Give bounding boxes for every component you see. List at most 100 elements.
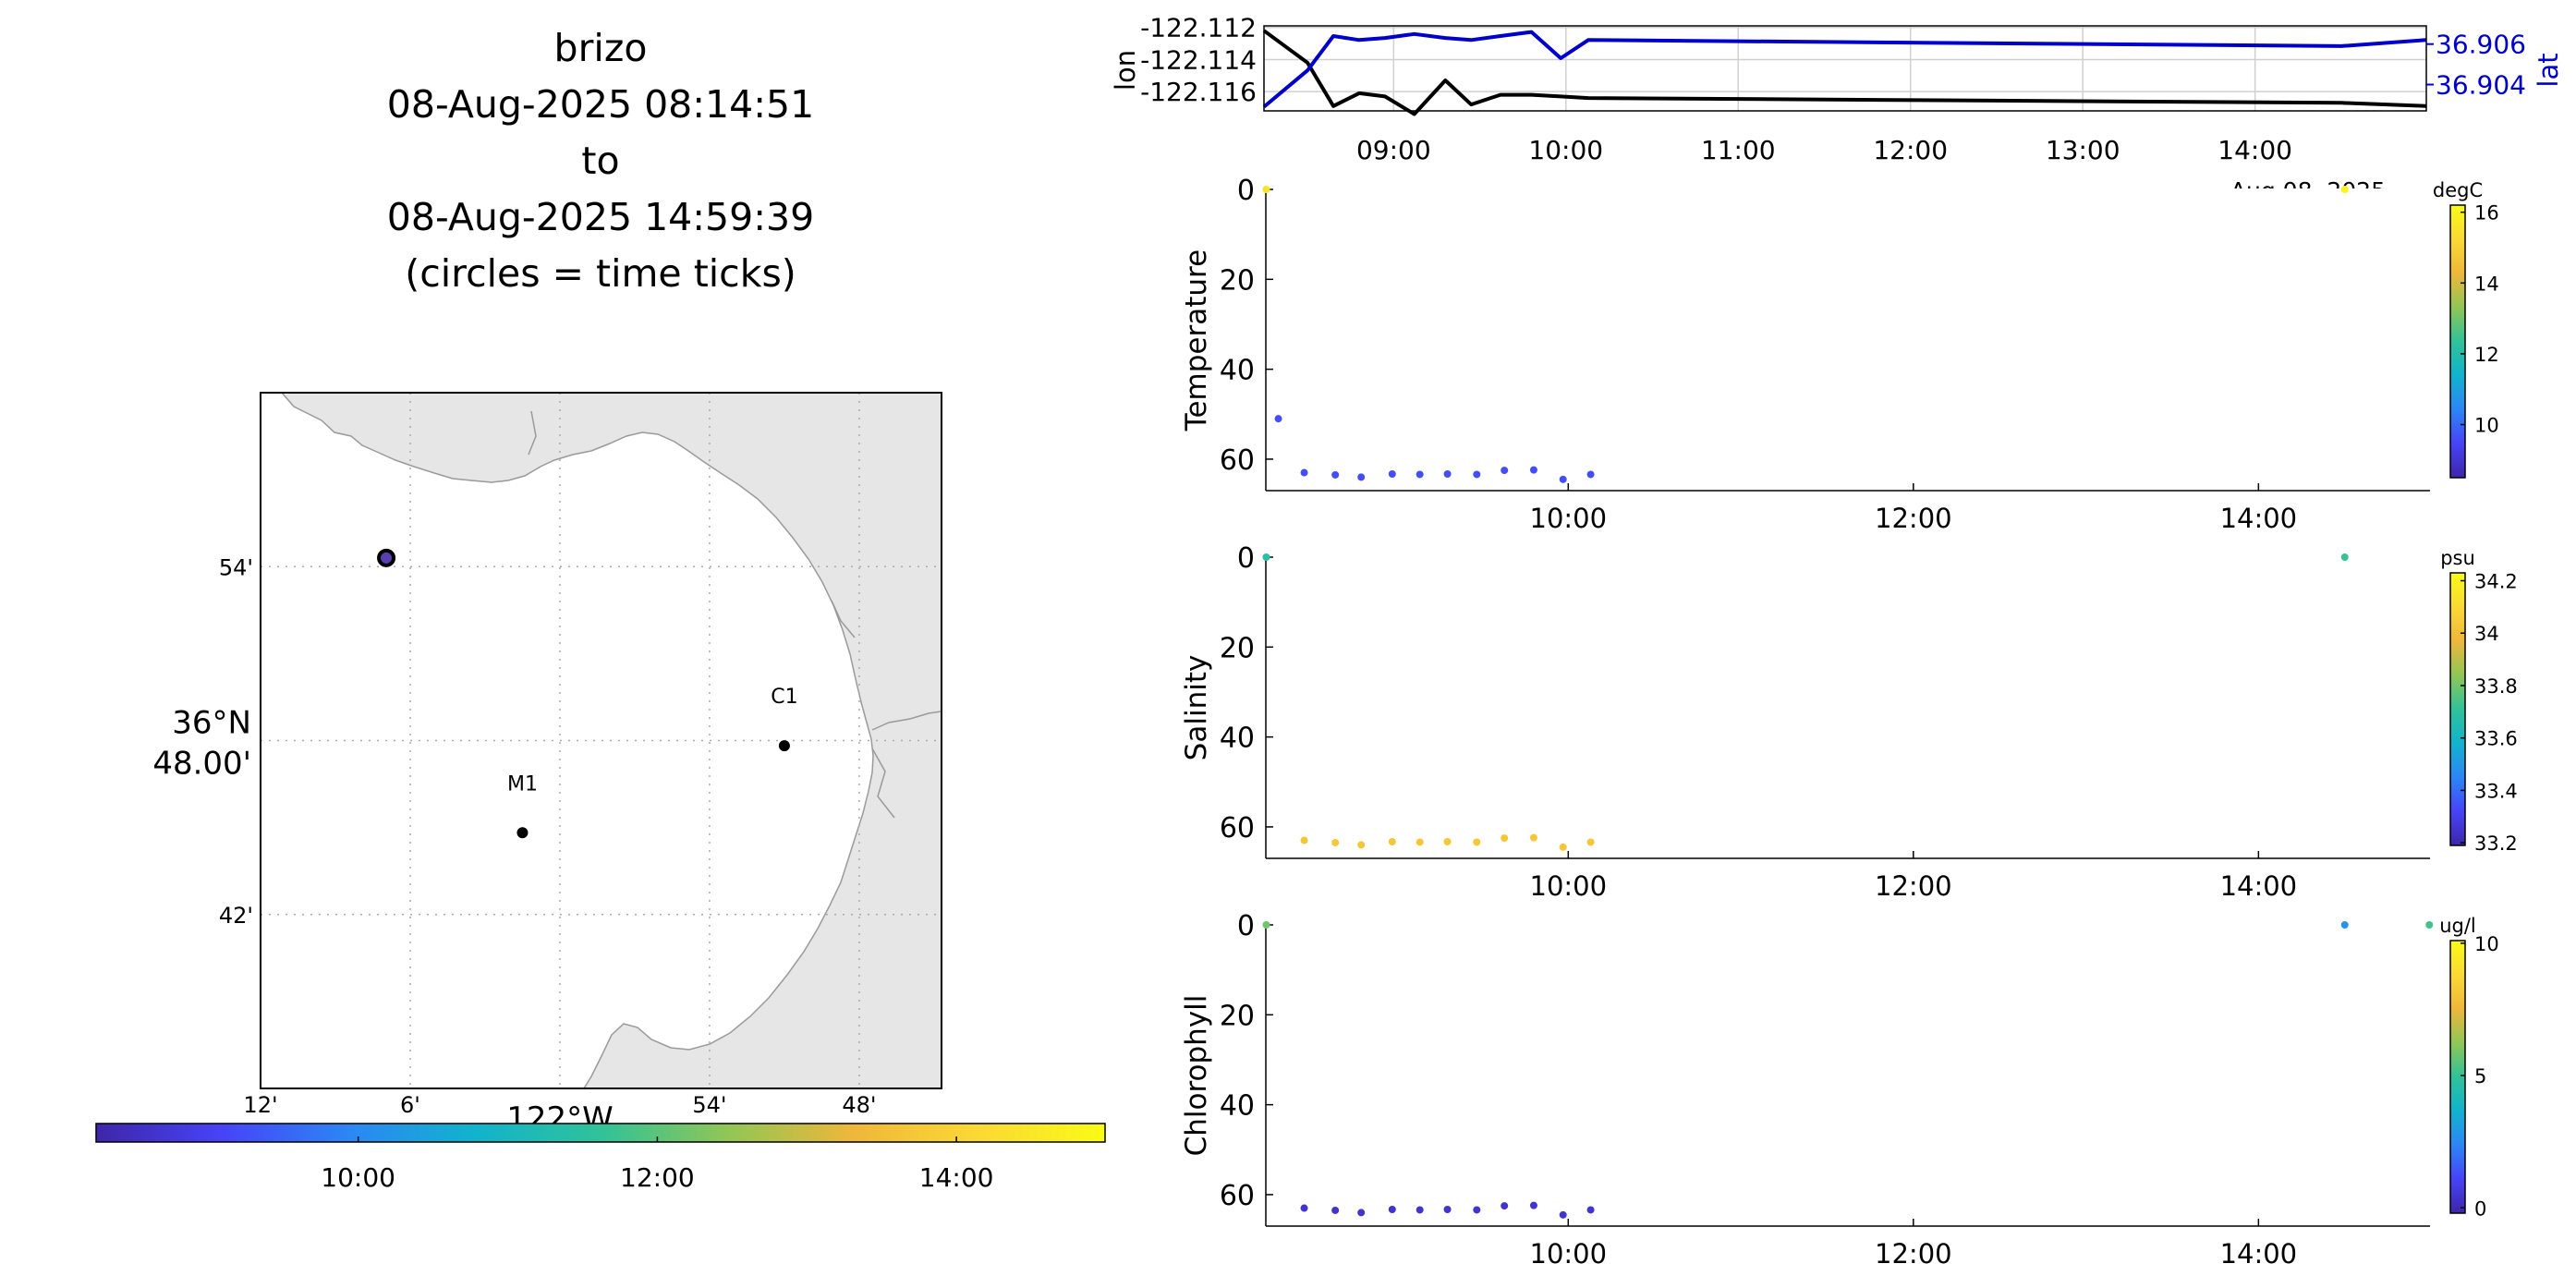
panel-colorbar-tick-label: 14	[2474, 273, 2499, 295]
data-point	[1473, 470, 1481, 479]
data-point	[1443, 837, 1452, 845]
vehicle-track-marker	[377, 548, 396, 567]
lon-lat-frame	[1263, 25, 2427, 112]
lon-lat-x-tick-label: 09:00	[1356, 135, 1431, 165]
lat-tick-label: 36.904	[2436, 70, 2526, 101]
time-colorbar-tick-label: 10:00	[321, 1162, 395, 1193]
panel-colorbar-tick-label: 33.8	[2474, 675, 2518, 698]
time-colorbar-bar	[95, 1123, 1106, 1143]
data-point	[1586, 1206, 1595, 1214]
river-salinas	[871, 711, 942, 731]
lat-series-line	[1262, 30, 2427, 109]
scatter-panels: 0 20 40 60 10:00 12:00 14:00 Temperature 16 14 12 1…	[1180, 175, 2518, 1270]
data-point	[1559, 475, 1567, 483]
panel-x-tick-label: 10:00	[1530, 870, 1608, 902]
station-label: M1	[507, 772, 538, 796]
panel-y-tick-label: 0	[1237, 175, 1255, 207]
panel-y-tick-label: 40	[1220, 723, 1255, 755]
panel-y-axis-label: Salinity	[1180, 655, 1213, 761]
lon-lat-x-tick-label: 11:00	[1701, 135, 1776, 165]
data-point	[1443, 1205, 1452, 1213]
panel-y-tick-label: 60	[1220, 444, 1255, 477]
panel-colorbar-tick-label: 33.4	[2474, 780, 2518, 802]
time-colorbar-ticks: 10:00 12:00 14:00	[321, 1136, 993, 1193]
panel-colorbar-tick-label: 10	[2474, 415, 2499, 437]
data-point	[1529, 466, 1537, 474]
lon-series-line	[1262, 29, 2427, 116]
panel-colorbar-tick-label: 33.6	[2474, 728, 2518, 750]
title-vehicle: brizo	[553, 26, 648, 70]
panel-colorbar-tick-label: 12	[2474, 344, 2499, 366]
panel-x-tick-label: 14:00	[2220, 503, 2298, 534]
data-point	[1274, 415, 1282, 423]
data-point	[1331, 1206, 1340, 1214]
panel-y-tick-label: 20	[1220, 1000, 1255, 1032]
data-point	[2425, 921, 2434, 929]
title-block: brizo 08-Aug-2025 08:14:51 to 08-Aug-202…	[351, 20, 850, 302]
data-point	[1357, 473, 1366, 481]
date-corner-label: Aug 08, 2025	[2230, 177, 2386, 204]
river-elkhorn	[871, 747, 895, 819]
data-point	[1416, 1206, 1424, 1214]
panel-y-tick-label: 40	[1220, 1090, 1255, 1123]
map-frame	[260, 392, 942, 1089]
panel-y-axis-label: Temperature	[1180, 249, 1213, 431]
panel-y-tick-label: 0	[1237, 542, 1255, 575]
data-point	[1473, 838, 1481, 846]
data-point	[1357, 1209, 1366, 1217]
panel-y-tick-label: 20	[1220, 264, 1255, 297]
data-point	[1300, 1204, 1308, 1212]
title-end-time: 08-Aug-2025 14:59:39	[386, 195, 815, 239]
salinity-panel: 0 20 40 60 10:00 12:00 14:00 Salinity 34.2 34 33.8…	[1180, 542, 2518, 902]
panel-x-tick-label: 12:00	[1875, 1238, 1952, 1270]
data-point	[1416, 838, 1424, 846]
lon-axis-label: lon	[1110, 50, 1141, 91]
panel-x-tick-label: 12:00	[1875, 503, 1952, 534]
time-colorbar-tick-label: 12:00	[620, 1162, 695, 1193]
data-point	[1331, 470, 1340, 479]
panel-colorbar-tick-label: 34	[2474, 623, 2499, 645]
lon-lat-x-tick-label: 14:00	[2218, 135, 2292, 165]
data-point	[1331, 838, 1340, 846]
map-lat-tick-label: 54'	[219, 554, 253, 580]
data-point	[1586, 838, 1595, 846]
station-marker	[516, 827, 529, 839]
panel-colorbar-tick-label: 10	[2474, 933, 2499, 955]
panel-y-tick-label: 0	[1237, 910, 1255, 942]
panel-y-axis-label: Chlorophyll	[1180, 995, 1213, 1157]
map-stations: C1 M1	[377, 548, 798, 839]
data-point	[2340, 553, 2349, 561]
data-point	[1559, 843, 1567, 851]
map-lon-tick-label: 54'	[692, 1092, 726, 1118]
title-to: to	[581, 139, 620, 183]
lat-tick-label: 36.906	[2436, 30, 2526, 60]
lon-lat-timeseries: 09:00 10:00 11:00 12:00 13:00 14:00-122.112-1…	[1110, 13, 2564, 204]
data-point	[1388, 837, 1396, 845]
panel-x-tick-label: 14:00	[2220, 1238, 2298, 1270]
panel-colorbar-tick-label: 0	[2474, 1197, 2486, 1220]
time-colorbar-tick-label: 14:00	[919, 1162, 994, 1193]
title-start-time: 08-Aug-2025 08:14:51	[386, 82, 815, 127]
data-point	[1388, 469, 1396, 478]
panel-colorbar-tick-label: 5	[2474, 1065, 2486, 1088]
data-point	[1559, 1210, 1567, 1219]
data-point	[2340, 921, 2349, 929]
map-lon-tick-label: 6'	[400, 1092, 420, 1118]
panel-units-label: ug/l	[2439, 915, 2476, 937]
lon-lat-x-tick-label: 12:00	[1873, 135, 1948, 165]
data-point	[1262, 553, 1270, 561]
panel-units-label: psu	[2440, 547, 2475, 569]
panel-colorbar-tick-label: 34.2	[2474, 571, 2518, 593]
panel-x-tick-label: 10:00	[1530, 1238, 1608, 1270]
lon-lat-x-tick-label: 13:00	[2046, 135, 2120, 165]
lon-lat-lines	[1262, 29, 2427, 116]
data-point	[1388, 1205, 1396, 1213]
lon-lat-x-tick-label: 10:00	[1528, 135, 1603, 165]
map-lat-tick-label: 48.00'	[152, 746, 251, 783]
data-point	[1357, 841, 1366, 849]
chlorophyll-panel: 0 20 40 60 10:00 12:00 14:00 Chlorophyll 10 5 0 ug/…	[1180, 910, 2499, 1270]
data-point	[1443, 469, 1452, 478]
panel-x-tick-label: 10:00	[1530, 503, 1608, 534]
data-point	[1300, 468, 1308, 477]
